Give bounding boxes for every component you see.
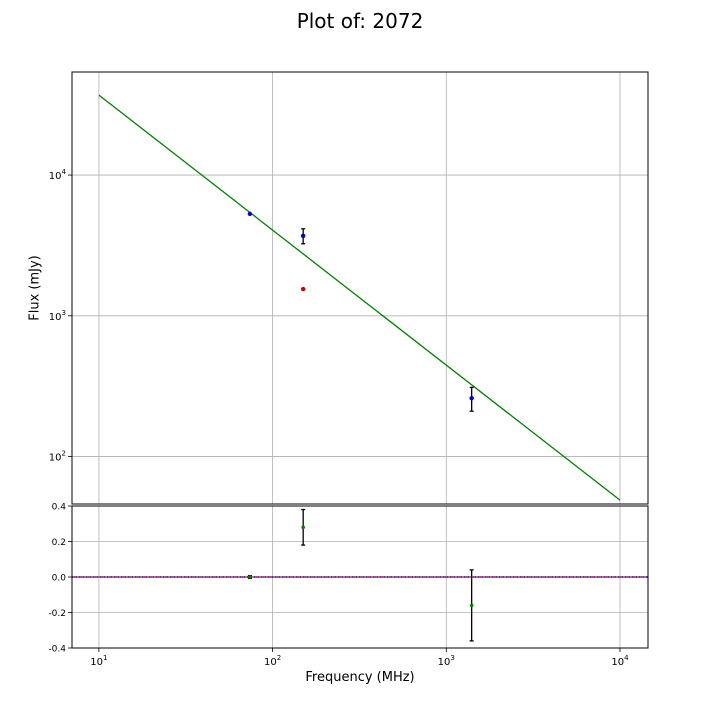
main-y-tick-labels: 102 103 104 [49, 168, 72, 464]
fit-line-layer [98, 94, 621, 501]
x-tick-label: 101 [90, 654, 107, 668]
residual-y-tick-label: -0.4 [48, 645, 66, 655]
main-data-point [300, 286, 306, 292]
main-data-points [247, 211, 474, 412]
fit-line [98, 94, 621, 501]
residual-y-tick-label: 0.0 [52, 574, 67, 584]
y-axis-label: Flux (mJy) [27, 255, 43, 321]
chart-title: Plot of: 2072 [296, 9, 424, 33]
residual-data-point [248, 575, 252, 579]
x-tick-labels: 101 102 103 104 [90, 648, 629, 668]
main-data-point [247, 211, 253, 217]
x-tick-label: 102 [264, 654, 281, 668]
main-data-point [469, 395, 474, 401]
residual-y-tick-label: 0.2 [52, 538, 66, 548]
main-data-point [300, 233, 306, 239]
residual-y-tick-labels: -0.4 -0.2 0.0 0.2 0.4 [48, 503, 72, 655]
main-gridlines [72, 72, 648, 504]
residual-y-tick-label: 0.4 [52, 503, 67, 513]
x-axis-label: Frequency (MHz) [305, 670, 415, 685]
x-tick-label: 103 [438, 654, 455, 668]
x-tick-label: 104 [611, 654, 629, 668]
main-y-tick-label: 104 [49, 168, 67, 182]
main-y-tick-label: 102 [49, 450, 66, 464]
residual-data-point [301, 525, 305, 530]
residual-plot-frame [71, 505, 649, 649]
residual-data-points [247, 508, 474, 642]
main-plot-frame [71, 71, 649, 505]
residual-y-tick-label: -0.2 [48, 609, 66, 619]
main-y-tick-label: 103 [49, 309, 66, 323]
residual-data-point [469, 603, 474, 608]
